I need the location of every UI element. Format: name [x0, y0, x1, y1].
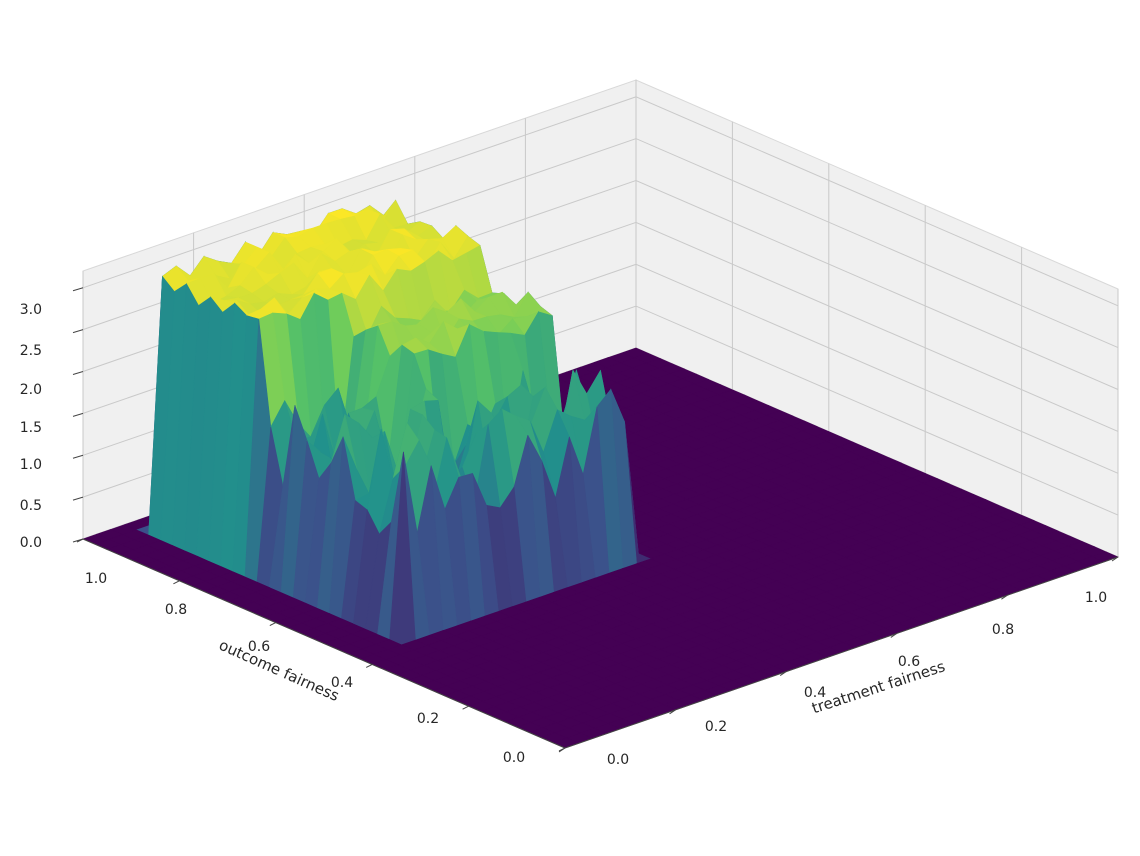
- z-tick-mark: [72, 412, 84, 417]
- x-tick-mark: [1111, 556, 1119, 562]
- y-tick-mark: [173, 580, 180, 585]
- z-tick-label: 2.5: [20, 343, 42, 359]
- x-tick-mark: [779, 671, 787, 677]
- z-tick-mark: [72, 371, 84, 375]
- x-tick-label: 0.2: [705, 719, 727, 735]
- z-tick-mark: [72, 287, 84, 292]
- z-tick-mark: [72, 538, 84, 543]
- x-axis-line: [564, 556, 1119, 749]
- y-axis-line: [82, 538, 566, 749]
- x-tick-mark: [669, 709, 676, 715]
- surface-mesh: [82, 199, 1119, 749]
- y-tick-label: 0.8: [165, 602, 187, 618]
- y-tick-mark: [269, 622, 277, 627]
- x-tick-label: 0.8: [992, 622, 1014, 638]
- x-tick-label: 0.6: [898, 654, 920, 670]
- z-tick-label: 2.0: [20, 382, 42, 398]
- y-tick-mark: [462, 705, 469, 710]
- z-tick-mark: [72, 496, 84, 501]
- z-tick-label: 1.0: [20, 457, 42, 473]
- y-tick-label: 0.2: [417, 711, 439, 727]
- y-axis-label: outcome fairness: [216, 636, 342, 705]
- x-tick-mark: [1001, 594, 1008, 600]
- z-tick-label: 1.5: [20, 420, 42, 436]
- x-tick-label: 0.0: [607, 752, 629, 768]
- y-tick-mark: [365, 663, 373, 668]
- z-tick-label: 0.5: [20, 498, 42, 514]
- x-tick-label: 1.0: [1085, 590, 1107, 606]
- x-tick-label: 0.4: [804, 685, 826, 701]
- z-tick-mark: [72, 329, 84, 334]
- y-tick-label: 0.0: [503, 750, 525, 766]
- y-tick-label: 1.0: [85, 571, 107, 587]
- x-tick-mark: [890, 632, 898, 638]
- z-tick-label: 0.0: [20, 535, 42, 551]
- z-tick-label: 3.0: [20, 302, 42, 318]
- z-tick-mark: [72, 454, 84, 459]
- y-tick-label: 0.6: [248, 639, 270, 655]
- y-tick-mark: [558, 747, 566, 752]
- grid-line-z: [82, 96, 1119, 307]
- y-tick-label: 0.4: [331, 675, 353, 691]
- x-axis-label: treatment fairness: [810, 657, 948, 717]
- axis-ticks: [72, 287, 1119, 753]
